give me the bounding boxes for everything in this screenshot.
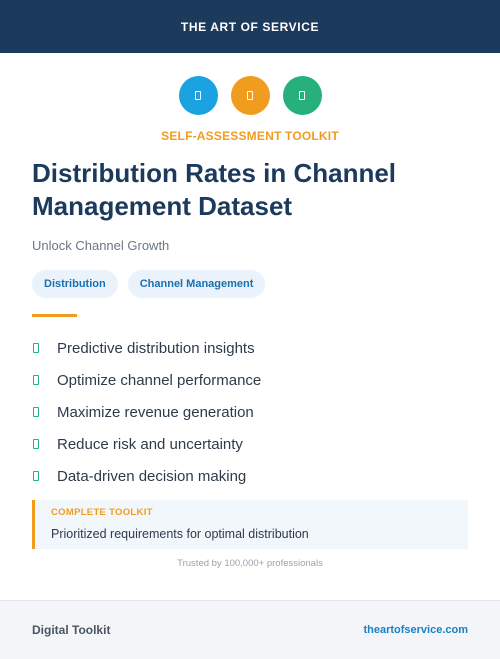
document-icon [178, 76, 218, 115]
check-icon [33, 407, 39, 417]
feature-text: Reduce risk and uncertainty [57, 435, 243, 453]
document-icon [230, 76, 270, 115]
subtitle: Unlock Channel Growth [32, 238, 170, 253]
list-item: Predictive distribution insights [32, 332, 261, 364]
tag-channel-management[interactable]: Channel Management [127, 270, 266, 298]
check-icon [33, 471, 39, 481]
footer-label: Digital Toolkit [32, 623, 111, 637]
icon-row [0, 76, 500, 115]
top-banner: THE ART OF SERVICE [0, 0, 500, 53]
callout-text: Prioritized requirements for optimal dis… [51, 527, 309, 541]
accent-divider [32, 314, 77, 317]
kicker-label: SELF-ASSESSMENT TOOLKIT [161, 129, 339, 143]
feature-text: Predictive distribution insights [57, 339, 255, 357]
callout-kicker: COMPLETE TOOLKIT [51, 507, 153, 518]
list-item: Reduce risk and uncertainty [32, 428, 261, 460]
feature-text: Optimize channel performance [57, 371, 262, 389]
footer-link[interactable]: theartofservice.com [363, 624, 468, 636]
toolkit-callout: COMPLETE TOOLKIT Prioritized requirement… [32, 500, 468, 549]
list-item: Maximize revenue generation [32, 396, 261, 428]
feature-text: Data-driven decision making [57, 467, 247, 485]
page-title: Distribution Rates in Channel Management… [32, 158, 397, 221]
feature-list: Predictive distribution insights Optimiz… [32, 332, 261, 492]
check-icon [33, 375, 39, 385]
trusted-note: Trusted by 100,000+ professionals [177, 558, 323, 569]
list-item: Data-driven decision making [32, 460, 261, 492]
feature-text: Maximize revenue generation [57, 403, 254, 421]
footer: Digital Toolkit theartofservice.com [0, 600, 500, 659]
check-icon [33, 439, 39, 449]
list-item: Optimize channel performance [32, 364, 261, 396]
tag-list: Distribution Channel Management [32, 270, 266, 298]
document-icon [282, 76, 322, 115]
tag-distribution[interactable]: Distribution [32, 270, 118, 298]
check-icon [33, 343, 39, 353]
brand-name: THE ART OF SERVICE [180, 19, 320, 34]
